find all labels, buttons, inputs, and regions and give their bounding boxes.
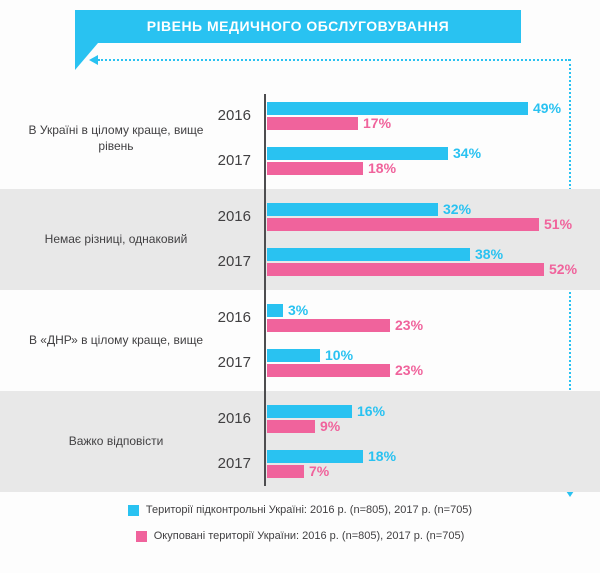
- bar-line: 3%: [267, 302, 423, 318]
- bar-line: 23%: [267, 317, 424, 333]
- category-group: В «ДНР» в цілому краще, вище 2016 3% 23% 201…: [0, 290, 600, 391]
- value-label: 51%: [544, 216, 573, 232]
- bar-line: 34%: [267, 145, 482, 161]
- category-label: В Україні в цілому краще, вище рівень: [28, 122, 204, 153]
- year-row: 2016 49% 17%: [0, 93, 600, 138]
- year-label: 2016: [217, 107, 251, 124]
- bar-line: 7%: [267, 463, 396, 479]
- value-label: 52%: [549, 261, 578, 277]
- year-row: 2016 16% 9%: [0, 396, 600, 441]
- bar-occupied-territories: [267, 419, 315, 433]
- bar-controlled-territories: [267, 247, 470, 261]
- year-row: 2017 38% 52%: [0, 239, 600, 284]
- bar-controlled-territories: [267, 101, 528, 115]
- bar-line: 51%: [267, 216, 573, 232]
- bar-line: 17%: [267, 115, 561, 131]
- year-row: 2016 3% 23%: [0, 295, 600, 340]
- legend: Території підконтрольні Україні: 2016 р.…: [0, 504, 600, 556]
- value-label: 23%: [395, 317, 424, 333]
- bar-line: 10%: [267, 347, 423, 363]
- chart-groups: В Україні в цілому краще, вище рівень 201…: [0, 88, 600, 492]
- bar-occupied-territories: [267, 464, 304, 478]
- bar-line: 18%: [267, 448, 397, 464]
- value-label: 23%: [395, 362, 424, 378]
- bar-occupied-territories: [267, 318, 390, 332]
- bar-pair: 34% 18%: [258, 145, 482, 176]
- bar-line: 52%: [267, 261, 578, 277]
- category-group: Важко відповісти 2016 16% 9% 2017 18% 7%: [0, 391, 600, 492]
- value-label: 3%: [288, 302, 309, 318]
- chart-title-banner: РІВЕНЬ МЕДИЧНОГО ОБСЛУГОВУВАННЯ: [75, 10, 521, 43]
- category-label: Немає різниці, однаковий: [44, 231, 188, 246]
- bar-line: 49%: [267, 100, 562, 116]
- bar-line: 23%: [267, 362, 424, 378]
- bar-controlled-territories: [267, 449, 363, 463]
- year-label: 2017: [217, 455, 251, 472]
- bar-controlled-territories: [267, 348, 320, 362]
- bar-line: 38%: [267, 246, 577, 262]
- bar-pair: 18% 7%: [258, 448, 397, 479]
- bar-occupied-territories: [267, 217, 539, 231]
- category-label: В «ДНР» в цілому краще, вище: [28, 332, 204, 347]
- value-label: 16%: [357, 403, 386, 419]
- legend-swatch-pink: [135, 530, 147, 542]
- year-label: 2017: [217, 354, 251, 371]
- category-group: Немає різниці, однаковий 2016 32% 51% 2017 38…: [0, 189, 600, 290]
- year-row: 2016 32% 51%: [0, 194, 600, 239]
- arrowhead-bottom-icon: [564, 488, 576, 497]
- bar-line: 32%: [267, 201, 572, 217]
- dotted-connector-horizontal: [98, 59, 570, 61]
- legend-swatch-blue: [127, 504, 139, 516]
- bar-controlled-territories: [267, 303, 283, 317]
- value-label: 38%: [475, 246, 504, 262]
- bar-occupied-territories: [267, 262, 544, 276]
- value-label: 18%: [368, 160, 397, 176]
- bar-occupied-territories: [267, 116, 358, 130]
- legend-item: Окуповані території України: 2016 р. (n=…: [0, 530, 600, 542]
- value-label: 49%: [533, 100, 562, 116]
- year-label: 2016: [217, 309, 251, 326]
- bar-pair: 32% 51%: [258, 201, 573, 232]
- bar-line: 16%: [267, 403, 386, 419]
- bar-occupied-territories: [267, 363, 390, 377]
- bar-controlled-territories: [267, 146, 448, 160]
- year-label: 2017: [217, 253, 251, 270]
- legend-label: Окуповані території України: 2016 р. (n=…: [153, 530, 465, 542]
- value-label: 17%: [363, 115, 392, 131]
- arrowhead-left-icon: [89, 55, 98, 65]
- bar-controlled-territories: [267, 202, 438, 216]
- chart-title: РІВЕНЬ МЕДИЧНОГО ОБСЛУГОВУВАННЯ: [146, 18, 450, 34]
- bar-controlled-territories: [267, 404, 352, 418]
- bar-pair: 16% 9%: [258, 403, 386, 434]
- bar-pair: 10% 23%: [258, 347, 424, 378]
- year-label: 2016: [217, 410, 251, 427]
- bar-pair: 3% 23%: [258, 302, 424, 333]
- bar-pair: 49% 17%: [258, 100, 562, 131]
- value-label: 9%: [320, 418, 341, 434]
- axis-line: [264, 94, 266, 486]
- legend-label: Території підконтрольні Україні: 2016 р.…: [145, 504, 473, 516]
- year-label: 2016: [217, 208, 251, 225]
- year-label: 2017: [217, 152, 251, 169]
- bar-pair: 38% 52%: [258, 246, 578, 277]
- bar-line: 9%: [267, 418, 385, 434]
- category-group: В Україні в цілому краще, вище рівень 201…: [0, 88, 600, 189]
- year-row: 2017 10% 23%: [0, 340, 600, 385]
- value-label: 32%: [443, 201, 472, 217]
- bar-occupied-territories: [267, 161, 363, 175]
- value-label: 18%: [368, 448, 397, 464]
- legend-item: Території підконтрольні Україні: 2016 р.…: [0, 504, 600, 516]
- category-label: Важко відповісти: [68, 433, 164, 448]
- year-row: 2017 18% 7%: [0, 441, 600, 486]
- year-row: 2017 34% 18%: [0, 138, 600, 183]
- value-label: 7%: [309, 463, 330, 479]
- value-label: 10%: [325, 347, 354, 363]
- value-label: 34%: [453, 145, 482, 161]
- bar-line: 18%: [267, 160, 481, 176]
